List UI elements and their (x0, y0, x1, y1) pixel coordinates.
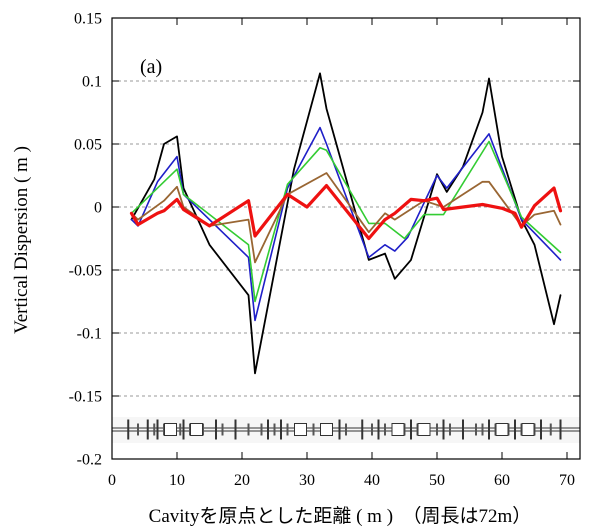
x-axis-title: Cavityを原点とした距離 ( m ) （周長は72m） (149, 505, 532, 527)
lattice-magnet-short (345, 423, 347, 436)
lattice-cavity-box (417, 423, 431, 436)
lattice-cavity-box (495, 423, 509, 436)
lattice-magnet-short (179, 423, 182, 436)
lattice-magnet-short (286, 423, 289, 436)
y-tick-label: 0.1 (82, 74, 102, 91)
x-tick-label: 60 (494, 472, 510, 489)
lattice-magnet-short (384, 423, 386, 436)
lattice-magnet-tall (215, 419, 217, 440)
lattice-magnet-tall (267, 419, 269, 440)
y-tick-label: 0.05 (74, 137, 102, 154)
x-tick-label: 50 (429, 472, 445, 489)
y-tick-label: 0.15 (74, 11, 102, 28)
lattice-magnet-tall (127, 419, 130, 440)
x-tick-label: 30 (299, 472, 315, 489)
lattice-magnet-tall (514, 419, 516, 440)
series-line-1 (130, 72, 562, 375)
lattice-magnet-short (137, 423, 139, 436)
lattice-magnet-tall (280, 419, 282, 440)
lattice-cavity-box (320, 423, 333, 436)
grid (112, 80, 580, 397)
axis-ticks (111, 17, 580, 460)
x-tick-label: 70 (559, 472, 575, 489)
lattice-strip (112, 417, 580, 443)
lattice-magnet-tall (182, 419, 185, 440)
lattice-magnet-short (247, 423, 250, 436)
lattice-magnet-short (481, 423, 484, 436)
lattice-cavity-box (521, 423, 535, 436)
lattice-magnet-short (312, 423, 315, 436)
y-tick-label: -0.1 (77, 326, 102, 343)
lattice-magnet-short (549, 423, 552, 436)
y-tick-label: 0 (94, 200, 102, 217)
lattice-magnet-short (371, 423, 373, 436)
lattice-magnet-tall (234, 419, 237, 440)
tick-labels: -0.2 -0.15 -0.1 -0.05 0 0.05 0.1 0.15 0 10 20 30 40 5… (69, 11, 575, 490)
lattice-magnet-tall (146, 419, 149, 440)
panel-label: (a) (140, 56, 162, 78)
lattice-magnet-short (260, 423, 263, 436)
series-layer (129, 72, 563, 375)
lattice-elements (127, 419, 562, 440)
lattice-magnet-short (449, 423, 451, 436)
lattice-magnet-tall (377, 419, 380, 440)
lattice-magnet-tall (156, 419, 159, 440)
y-axis-title: Vertical Dispersion ( m ) (11, 146, 32, 334)
x-tick-label: 20 (234, 472, 250, 489)
lattice-magnet-short (153, 423, 156, 436)
series-line-2 (130, 126, 562, 322)
lattice-cavity-box (190, 423, 203, 436)
lattice-magnet-tall (442, 419, 445, 440)
lattice-magnet-tall (338, 419, 341, 440)
lattice-magnet-short (475, 423, 477, 436)
lattice-magnet-short (436, 423, 438, 436)
lattice-cavity-box (391, 423, 405, 436)
x-tick-label: 40 (364, 472, 380, 489)
lattice-magnet-tall (488, 419, 490, 440)
y-tick-label: -0.15 (69, 389, 102, 406)
series-line-3 (130, 140, 562, 303)
lattice-magnet-short (221, 423, 224, 436)
y-tick-label: -0.2 (77, 452, 102, 469)
plot-frame (111, 17, 581, 460)
y-tick-label: -0.05 (69, 263, 102, 280)
lattice-magnet-tall (559, 419, 562, 440)
lattice-cavity-box (164, 423, 177, 436)
lattice-magnet-tall (361, 419, 364, 440)
lattice-magnet-short (273, 423, 276, 436)
lattice-magnet-tall (540, 419, 542, 440)
x-tick-label: 0 (108, 472, 116, 489)
series-line-5 (129, 184, 563, 241)
x-tick-label: 10 (169, 472, 185, 489)
lattice-cavity-box (294, 423, 307, 436)
lattice-magnet-tall (462, 419, 464, 440)
lattice-magnet-tall (410, 419, 412, 440)
